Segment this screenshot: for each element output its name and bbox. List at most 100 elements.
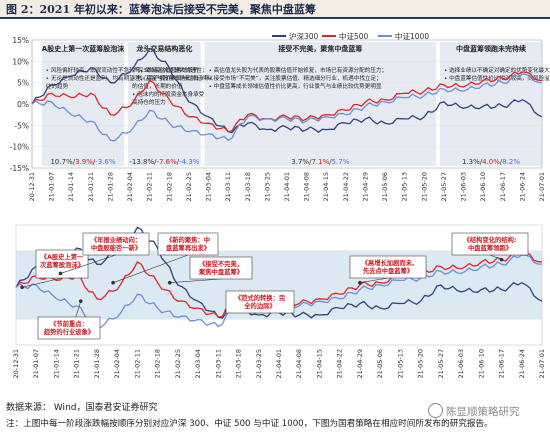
x-tick-label: 21-01-21: [73, 349, 81, 379]
x-tick-label: 21-02-25: [174, 349, 182, 379]
report-label: 趋势的行业迹象》: [44, 327, 94, 336]
y-tick-label: 5%: [17, 79, 29, 88]
report-box: [349, 255, 427, 279]
phase-title: A股史上第一次蓝筹股泡沫: [42, 44, 125, 53]
x-tick-label: 21-04-08: [303, 172, 311, 202]
report-label: 次蓝筹股泡沫》: [40, 260, 84, 269]
x-tick-label: 21-05-13: [401, 172, 409, 202]
report-label: 先去点中盘蓝筹》: [363, 266, 413, 275]
x-tick-label: 21-06-24: [518, 349, 526, 379]
x-tick-label: 21-05-06: [376, 349, 384, 379]
sep: /: [93, 158, 96, 166]
report-label: 聚焦中盘蓝筹》: [198, 267, 243, 276]
title-bar: [0, 0, 550, 17]
report-label: 《新的聚焦：中: [166, 235, 210, 244]
watermark: 陈显顺策略研究: [428, 403, 520, 419]
series-line-top: [31, 73, 543, 142]
x-tick-label: 21-02-11: [133, 349, 141, 379]
report-box: [157, 232, 219, 256]
y-tick-label: 10%: [12, 57, 29, 66]
x-tick-label: 21-06-03: [457, 349, 465, 379]
report-label: 中盘蓝筹领跑》: [468, 243, 512, 252]
sep: /: [480, 158, 483, 166]
ret-300: 1.3%: [462, 158, 480, 166]
report-label: 《高增长加剧而未,: [362, 258, 415, 267]
report-label: 《年报业绩动向：: [91, 235, 141, 244]
x-tick-label: 21-03-04: [205, 172, 213, 202]
x-tick-label: 21-01-21: [87, 172, 95, 202]
phase-desc: • 核心资产股价表现与过去十年: [132, 74, 210, 82]
x-tick-label: 21-01-28: [106, 172, 114, 202]
phase-desc: • 接受市场“不完美”，关注股票估值、精选细分行业，机遇中找立足；: [209, 74, 382, 82]
callout-leader: [359, 277, 389, 283]
report-label: 《接受不完美，: [199, 259, 243, 268]
x-tick-label: 21-06-24: [518, 172, 526, 202]
report-label: 盘蓝筹再出发》: [166, 243, 210, 252]
report-label: 《A股史上第一: [41, 252, 84, 261]
x-tick-label: 21-02-11: [146, 172, 154, 202]
ret-300: -13.8%: [129, 158, 154, 166]
phase-desc: • 风险偏好较高，宏观流动性不急转弯，跟随泡沫才是大的理性；: [46, 66, 208, 74]
phase-returns: 1.3%/4.0%/8.2%: [462, 158, 520, 166]
ret-1000: 8.2%: [502, 158, 520, 166]
phase-returns: 3.7%/7.1%/5.7%: [291, 158, 349, 166]
ret-500: 4.0%: [482, 158, 500, 166]
ret-500: 7.1%: [311, 158, 329, 166]
y-tick-label: -15%: [10, 164, 29, 173]
source-note: 数据来源： Wind，国泰君安证券研究: [6, 403, 158, 413]
x-tick-label: 21-06-10: [477, 349, 485, 379]
x-tick-label: 21-03-18: [244, 172, 252, 202]
x-tick-label: 21-02-25: [185, 172, 193, 202]
wechat-icon: [428, 403, 443, 418]
x-tick-label: 21-01-14: [67, 172, 75, 202]
x-tick-label: 21-04-01: [283, 172, 291, 202]
x-tick-label: 21-05-27: [440, 172, 448, 202]
callout-dot: [58, 271, 63, 276]
x-tick-label: 21-04-29: [361, 172, 369, 202]
callout-leader: [22, 277, 63, 288]
callout-leader: [169, 278, 222, 283]
report-box: [189, 256, 253, 280]
phase-title: 龙头交易结构恶化: [135, 44, 192, 53]
report-label: 《范式的转换：完: [235, 293, 286, 302]
watermark-text: 陈显顺策略研究: [446, 406, 520, 418]
x-tick-label: 21-04-29: [356, 349, 364, 379]
x-tick-label: 21-03-11: [224, 172, 232, 202]
report-box: [82, 232, 150, 256]
x-tick-label: 21-04-01: [275, 349, 283, 379]
footnote: 注：上图中每一阶段涨跌幅按顺序分别对应沪深 300、中证 500 与中证 100…: [6, 419, 493, 429]
phase-desc: • 泡沫内的持股资金本身承受: [132, 90, 205, 98]
x-tick-label: 21-05-20: [417, 349, 425, 379]
x-tick-label: 21-05-06: [381, 172, 389, 202]
report-label: 中盘股能否一新》: [91, 243, 141, 252]
y-tick-label: 0%: [17, 100, 29, 109]
phase-title: 接受不完美，聚焦中盘蓝筹: [278, 44, 362, 53]
x-tick-label: 21-01-14: [52, 349, 60, 379]
x-tick-label: 21-06-10: [479, 172, 487, 202]
callout-leader: [489, 254, 502, 260]
x-tick-label: 21-02-18: [165, 172, 173, 202]
sep: /: [154, 158, 157, 166]
y-tick-label: -5%: [14, 121, 29, 130]
phase-title: 中盘蓝筹领跑未完待续: [456, 44, 526, 53]
x-tick-label: 21-01-07: [32, 349, 40, 379]
x-tick-label: 21-02-04: [113, 349, 121, 379]
x-tick-label: 21-03-25: [255, 349, 263, 379]
ret-1000: -3.6%: [95, 158, 116, 166]
sep: /: [500, 158, 503, 166]
phase-desc: • 高估值龙头股为代表的股票估值开始修复，市场已有资源分配的压力；: [209, 66, 388, 74]
x-tick-label: 20-12-31: [12, 349, 20, 379]
phase-desc: 高持仓的压力: [132, 98, 166, 106]
ret-1000: 5.7%: [332, 158, 350, 166]
x-tick-label: 21-01-28: [93, 349, 101, 379]
callout-dot: [111, 280, 115, 285]
phase-desc: 沪深300高估值蓝筹的股价: [132, 66, 199, 74]
report-box: [225, 290, 295, 314]
x-tick-label: 21-01-07: [48, 172, 56, 202]
y-tick-label: -10%: [10, 143, 29, 152]
ret-500: 3.9%: [75, 158, 93, 166]
x-tick-label: 21-05-27: [437, 349, 445, 379]
callout-dot: [20, 285, 24, 290]
legend-label: 沪深300: [289, 31, 319, 41]
